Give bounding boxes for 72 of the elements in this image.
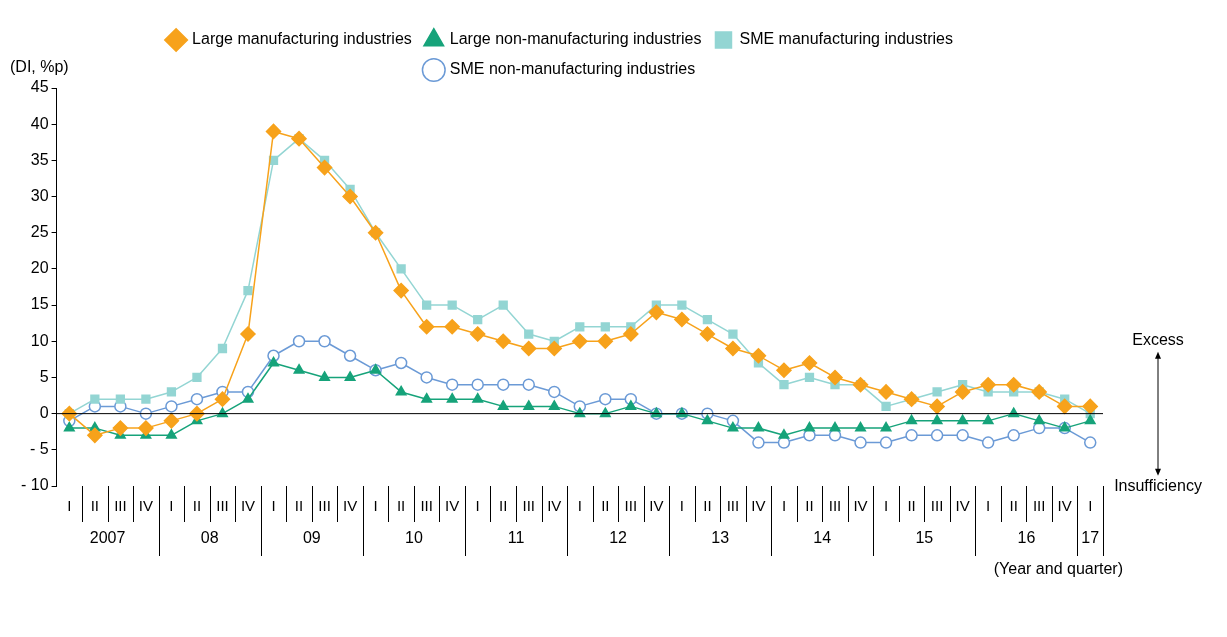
legend-label: SME manufacturing industries — [739, 30, 953, 48]
x-tick-label: IV — [240, 497, 256, 515]
y-tick-label: 45 — [30, 78, 49, 96]
x-tick-label: I — [475, 497, 480, 515]
text: 08 — [200, 529, 219, 547]
text: Insufficiency — [1114, 477, 1202, 495]
text: Excess — [1132, 331, 1184, 349]
y-tick-label: 20 — [30, 259, 49, 277]
y-tick-label: - 5 — [29, 440, 49, 458]
x-tick-label: III — [930, 497, 944, 515]
x-tick-label: IV — [138, 497, 153, 515]
x-tick-label: III — [420, 497, 433, 515]
y-tick-label: 30 — [30, 186, 49, 204]
x-tick-label: I — [271, 497, 276, 515]
x-tick-label: IV — [853, 497, 868, 515]
x-tick-label: II — [1009, 497, 1018, 515]
legend-label: Large manufacturing industries — [192, 30, 412, 48]
text: 09 — [302, 529, 321, 547]
text: 17 — [1081, 529, 1100, 547]
x-tick-label: I — [986, 497, 991, 515]
x-tick-label: IV — [342, 497, 358, 515]
x-tick-label: I — [1088, 497, 1093, 515]
x-tick-label: III — [318, 497, 331, 515]
x-axis-title: (Year and quarter) — [993, 560, 1123, 578]
y-tick-label: 40 — [30, 114, 49, 132]
y-tick-label: 25 — [30, 223, 49, 241]
x-tick-label: III — [1032, 497, 1046, 515]
y-tick-label: 10 — [30, 331, 49, 349]
x-tick-label: II — [294, 497, 304, 515]
text: 13 — [711, 529, 730, 547]
x-tick-label: II — [601, 497, 610, 515]
x-tick-label: III — [828, 497, 842, 515]
x-tick-label: III — [726, 497, 740, 515]
x-tick-label: II — [499, 497, 508, 515]
text: 2007 — [89, 529, 126, 547]
text: 14 — [813, 529, 832, 547]
x-tick-label: II — [805, 497, 814, 515]
x-tick-label: III — [522, 497, 535, 515]
x-tick-label: I — [577, 497, 582, 515]
x-tick-label: IV — [751, 497, 766, 515]
text: 15 — [915, 529, 934, 547]
x-tick-label: I — [67, 497, 72, 515]
x-tick-label: IV — [547, 497, 562, 515]
y-tick-label: 0 — [39, 404, 49, 422]
text: 10 — [404, 529, 423, 547]
x-tick-label: III — [216, 497, 229, 515]
x-tick-label: I — [169, 497, 174, 515]
x-tick-label: II — [907, 497, 916, 515]
x-tick-label: IV — [445, 497, 460, 515]
x-tick-label: I — [883, 497, 889, 515]
legend-label: Large non-manufacturing industries — [449, 30, 702, 48]
x-tick-label: I — [679, 497, 684, 515]
x-tick-label: II — [192, 497, 202, 515]
x-tick-label: III — [114, 497, 127, 515]
x-tick-label: II — [90, 497, 100, 515]
x-tick-label: II — [703, 497, 712, 515]
text: 11 — [507, 529, 525, 547]
y-tick-label: 5 — [39, 367, 49, 385]
legend-label: SME non-manufacturing industries — [449, 60, 696, 78]
x-tick-label: I — [373, 497, 378, 515]
y-tick-label: 15 — [30, 295, 49, 313]
x-tick-label: IV — [1057, 497, 1072, 515]
x-tick-label: I — [781, 497, 787, 515]
x-tick-label: IV — [955, 497, 970, 515]
y-tick-label: 35 — [30, 150, 49, 168]
y-axis-title: (DI, %p) — [10, 58, 69, 76]
x-tick-label: II — [396, 497, 406, 515]
x-tick-label: III — [624, 497, 638, 515]
text: 16 — [1017, 529, 1036, 547]
x-tick-label: IV — [649, 497, 664, 515]
text: 12 — [609, 529, 628, 547]
y-tick-label: - 10 — [20, 476, 49, 494]
